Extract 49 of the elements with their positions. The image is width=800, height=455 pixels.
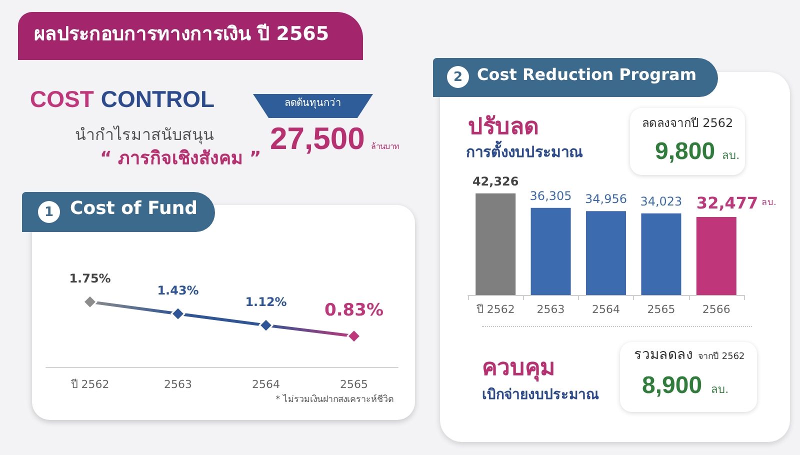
text: ลบ.: [722, 149, 740, 162]
bar: [476, 193, 516, 295]
data-label: 42,326: [472, 174, 519, 188]
data-label: 0.83%: [324, 300, 384, 320]
text: ลดต้นทุนกว่า: [284, 98, 342, 110]
text: นำกำไรมาสนับสนุน: [75, 125, 214, 144]
data-label: 1.12%: [245, 295, 287, 310]
data-label: 34,956: [585, 192, 627, 206]
text: 27,500: [270, 120, 365, 158]
data-label: 1.75%: [69, 272, 111, 286]
chart-title: Cost of Fund: [70, 198, 198, 220]
text: 9,800: [655, 138, 716, 167]
bar: [641, 213, 682, 295]
text: “ ภารกิจเชิงสังคม ”: [100, 148, 262, 170]
text: ลบ.: [711, 383, 729, 396]
bar: [586, 211, 626, 295]
x-tick-label: 2564: [592, 303, 620, 316]
data-label: 1.43%: [157, 284, 199, 298]
text: รวมลดลง: [634, 347, 693, 364]
text: ปรับลด: [468, 114, 539, 140]
text: CONTROL: [100, 86, 215, 114]
data-label: 34,023: [640, 194, 682, 208]
point: [170, 306, 186, 322]
text: จากปี 2562: [698, 352, 745, 363]
text: * ไม่รวมเงินฝากสงเคราะห์ชีวิต: [276, 395, 394, 406]
x-tick-label: ปี 2562: [70, 378, 110, 391]
data-label: 32,477 ลบ.: [696, 194, 776, 213]
text: ควบคุม: [482, 355, 555, 383]
point: [346, 328, 362, 344]
text: เบิกจ่ายงบประมาณ: [482, 387, 599, 404]
text: ผลประกอบการทางการเงิน ปี 2565: [34, 23, 330, 46]
x-tick-label: 2565: [647, 303, 676, 316]
chart-title: Cost Reduction Program: [477, 65, 696, 84]
point: [258, 318, 274, 333]
x-tick-label: 2563: [536, 303, 565, 316]
x-tick-label: 2565: [340, 378, 368, 391]
text: การตั้งงบประมาณ: [466, 143, 583, 161]
bar: [530, 208, 571, 295]
x-tick-label: 2566: [702, 303, 730, 316]
x-tick-label: ปี 2562: [475, 303, 515, 316]
data-label: 36,305: [530, 188, 572, 203]
x-tick-label: 2564: [252, 378, 280, 391]
text: ล้านบาท: [370, 142, 399, 152]
point: [82, 294, 98, 310]
x-tick-label: 2563: [164, 378, 192, 391]
text: COST: [30, 86, 94, 114]
text: 8,900: [642, 372, 702, 401]
bar: [696, 217, 736, 295]
text: ลดลงจากปี 2562: [640, 116, 734, 130]
